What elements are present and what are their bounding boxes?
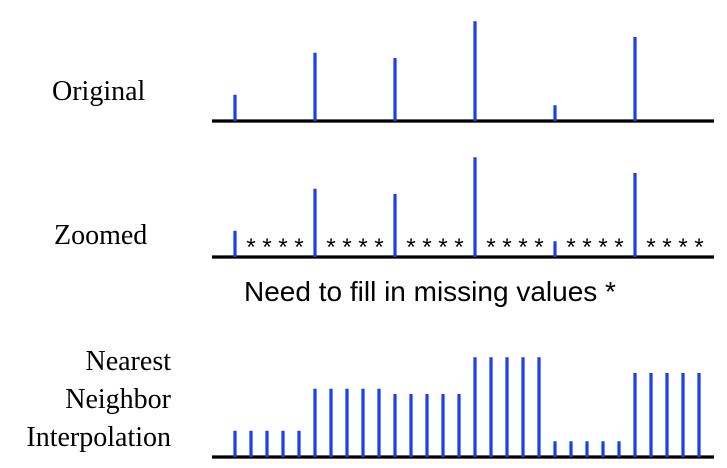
label-original: Original: [52, 76, 146, 107]
zoomed-signal: * * * * * * * * * * * * * * * * * * * * * * * *: [212, 157, 714, 261]
nearest-neighbor-signal: [212, 357, 714, 459]
missing-value-marker: *: [534, 234, 543, 261]
missing-value-marker: *: [438, 234, 447, 261]
missing-value-marker: *: [582, 234, 591, 261]
missing-value-marker: *: [294, 234, 303, 261]
original-signal: [212, 21, 714, 123]
missing-value-marker: *: [486, 234, 495, 261]
missing-value-marker: *: [598, 234, 607, 261]
missing-value-marker: *: [358, 234, 367, 261]
missing-value-marker: *: [614, 234, 623, 261]
label-line-3: Interpolation: [26, 422, 171, 453]
missing-value-marker: *: [694, 234, 703, 261]
missing-value-marker: *: [278, 234, 287, 261]
note-missing-values: Need to fill in missing values *: [244, 276, 616, 307]
missing-value-marker: *: [502, 234, 511, 261]
missing-value-marker: *: [678, 234, 687, 261]
missing-value-marker: *: [454, 234, 463, 261]
missing-value-marker: *: [326, 234, 335, 261]
label-nearest-neighbor-interpolation: Nearest Neighbor Interpolation: [26, 343, 171, 457]
missing-value-marker: *: [518, 234, 527, 261]
missing-value-marker: *: [342, 234, 351, 261]
missing-value-marker: *: [422, 234, 431, 261]
label-zoomed: Zoomed: [54, 220, 148, 251]
missing-value-marker: *: [374, 234, 383, 261]
missing-value-marker: *: [262, 234, 271, 261]
label-line-2: Neighbor: [65, 384, 171, 415]
missing-value-marker: *: [246, 234, 255, 261]
missing-value-marker: *: [406, 234, 415, 261]
missing-value-marker: *: [662, 234, 671, 261]
missing-value-marker: *: [566, 234, 575, 261]
missing-value-marker: *: [646, 234, 655, 261]
label-line-1: Nearest: [85, 346, 171, 377]
